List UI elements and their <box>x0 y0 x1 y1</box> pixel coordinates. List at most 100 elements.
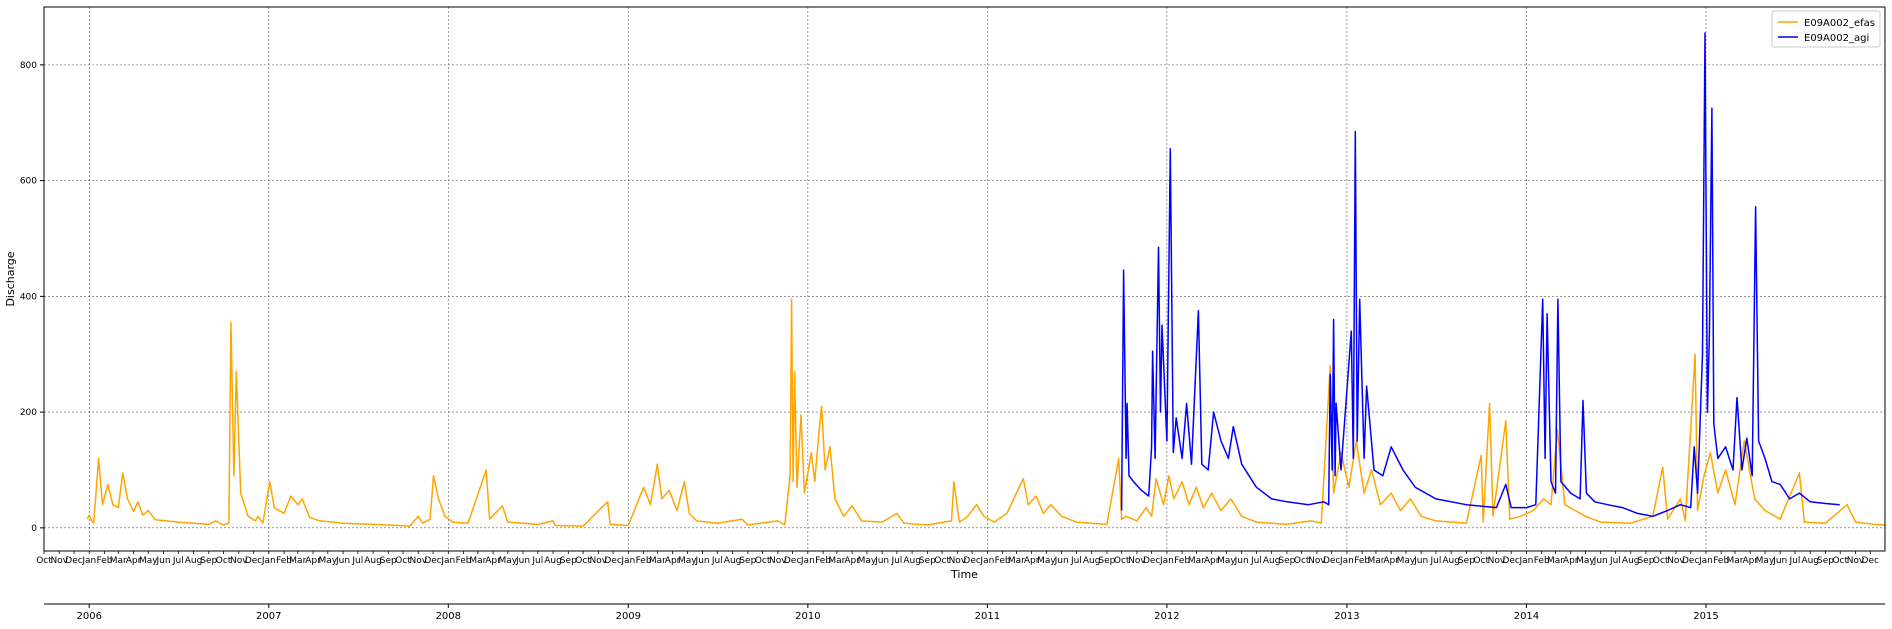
year-tick-label: 2015 <box>1693 611 1718 622</box>
x-month-label: Mar <box>1188 556 1205 566</box>
x-month-label: Nov <box>1488 556 1506 566</box>
x-month-label: Jun <box>1054 556 1069 566</box>
x-month-label: Nov <box>769 556 787 566</box>
x-month-label: Nov <box>1308 556 1326 566</box>
x-month-label: Nov <box>1667 556 1685 566</box>
x-month-label: May <box>1397 556 1416 566</box>
x-month-label: Jun <box>1413 556 1428 566</box>
x-month-label: Feb <box>636 556 652 566</box>
x-month-label: Oct <box>1294 556 1310 566</box>
x-month-label: Aug <box>1622 556 1640 566</box>
x-month-label: May <box>678 556 697 566</box>
x-month-label: Nov <box>590 556 608 566</box>
x-month-label: Jan <box>800 556 815 566</box>
year-tick-label: 2012 <box>1154 611 1179 622</box>
x-month-label: Dec <box>245 556 262 566</box>
x-month-label: Aug <box>1801 556 1819 566</box>
x-month-label: Sep <box>919 556 936 566</box>
x-month-label: Nov <box>410 556 428 566</box>
x-month-label: Oct <box>934 556 950 566</box>
x-month-label: Jan <box>1519 556 1534 566</box>
x-month-label: Mar <box>1008 556 1025 566</box>
year-tick-label: 2014 <box>1514 611 1539 622</box>
x-month-label: Jul <box>351 556 363 566</box>
x-month-label: Jan <box>1698 556 1713 566</box>
x-month-label: Jul <box>1070 556 1082 566</box>
x-month-label: Sep <box>1278 556 1295 566</box>
x-month-label: Jun <box>515 556 530 566</box>
x-month-label: Jun <box>335 556 350 566</box>
x-month-label: Dec <box>604 556 621 566</box>
x-month-label: Jul <box>890 556 902 566</box>
legend: E09A002_efas E09A002_agi <box>1771 10 1881 48</box>
x-month-label: Nov <box>1128 556 1146 566</box>
x-month-label: May <box>1756 556 1775 566</box>
series-line-E09A002_agi <box>1120 32 1840 518</box>
x-month-label: Dec <box>784 556 801 566</box>
x-month-label: May <box>318 556 337 566</box>
x-month-label: Jan <box>440 556 455 566</box>
x-month-label: Nov <box>949 556 967 566</box>
x-month-label: Apr <box>1024 556 1040 566</box>
x-month-label: Mar <box>649 556 666 566</box>
x-month-label: Feb <box>1713 556 1729 566</box>
x-month-label: Aug <box>724 556 742 566</box>
x-month-label: Sep <box>1817 556 1834 566</box>
x-month-label: Jul <box>1430 556 1442 566</box>
x-month-label: Jun <box>1593 556 1608 566</box>
y-tick-label: 200 <box>20 408 37 418</box>
x-month-label: Dec <box>1143 556 1160 566</box>
x-month-label: Mar <box>1367 556 1384 566</box>
x-month-label: Sep <box>380 556 397 566</box>
x-month-label: Jul <box>531 556 543 566</box>
x-month-label: Mar <box>1547 556 1564 566</box>
x-month-label: Oct <box>1832 556 1848 566</box>
x-month-label: Dec <box>424 556 441 566</box>
x-month-label: Oct <box>755 556 771 566</box>
x-month-label: May <box>1217 556 1236 566</box>
x-month-label: Jun <box>695 556 710 566</box>
x-month-label: Aug <box>1083 556 1101 566</box>
y-axis: 0 200 400 600 800 <box>20 61 44 534</box>
y-tick-label: 800 <box>20 61 37 71</box>
x-month-label: Jan <box>620 556 635 566</box>
grid-lines <box>44 7 1885 551</box>
x-month-label: Feb <box>456 556 472 566</box>
x-month-label: Jan <box>1159 556 1174 566</box>
x-month-label: Jul <box>1250 556 1262 566</box>
x-month-label: Mar <box>469 556 486 566</box>
x-month-label: Apr <box>1563 556 1579 566</box>
x-month-label: Feb <box>1174 556 1190 566</box>
series-lines <box>86 32 1886 527</box>
x-month-label: Oct <box>575 556 591 566</box>
year-tick-label: 2008 <box>436 611 461 622</box>
x-month-label: Dec <box>1682 556 1699 566</box>
x-month-label: Apr <box>1383 556 1399 566</box>
series-line-E09A002_efas <box>86 298 1886 527</box>
y-tick-label: 0 <box>31 524 37 534</box>
x-month-label: Mar <box>828 556 845 566</box>
x-month-label: Aug <box>185 556 203 566</box>
x-month-label: Dec <box>1502 556 1519 566</box>
x-month-label: Aug <box>1442 556 1460 566</box>
year-tick-label: 2010 <box>795 611 820 622</box>
x-month-label: Apr <box>665 556 681 566</box>
x-month-label: Feb <box>995 556 1011 566</box>
year-tick-label: 2006 <box>77 611 102 622</box>
x-month-label: Sep <box>1637 556 1654 566</box>
x-month-label: Sep <box>739 556 756 566</box>
x-month-label: Nov <box>1847 556 1865 566</box>
x-month-label: Sep <box>200 556 217 566</box>
x-month-label: Aug <box>1263 556 1281 566</box>
x-month-label: Feb <box>276 556 292 566</box>
x-month-label: Dec <box>1323 556 1340 566</box>
x-month-label: Sep <box>1458 556 1475 566</box>
x-month-label: May <box>1576 556 1595 566</box>
x-month-label: Sep <box>560 556 577 566</box>
x-month-label: Oct <box>395 556 411 566</box>
x-month-label: Feb <box>1354 556 1370 566</box>
y-axis-title: Discharge <box>4 251 17 306</box>
x-month-label: May <box>1037 556 1056 566</box>
